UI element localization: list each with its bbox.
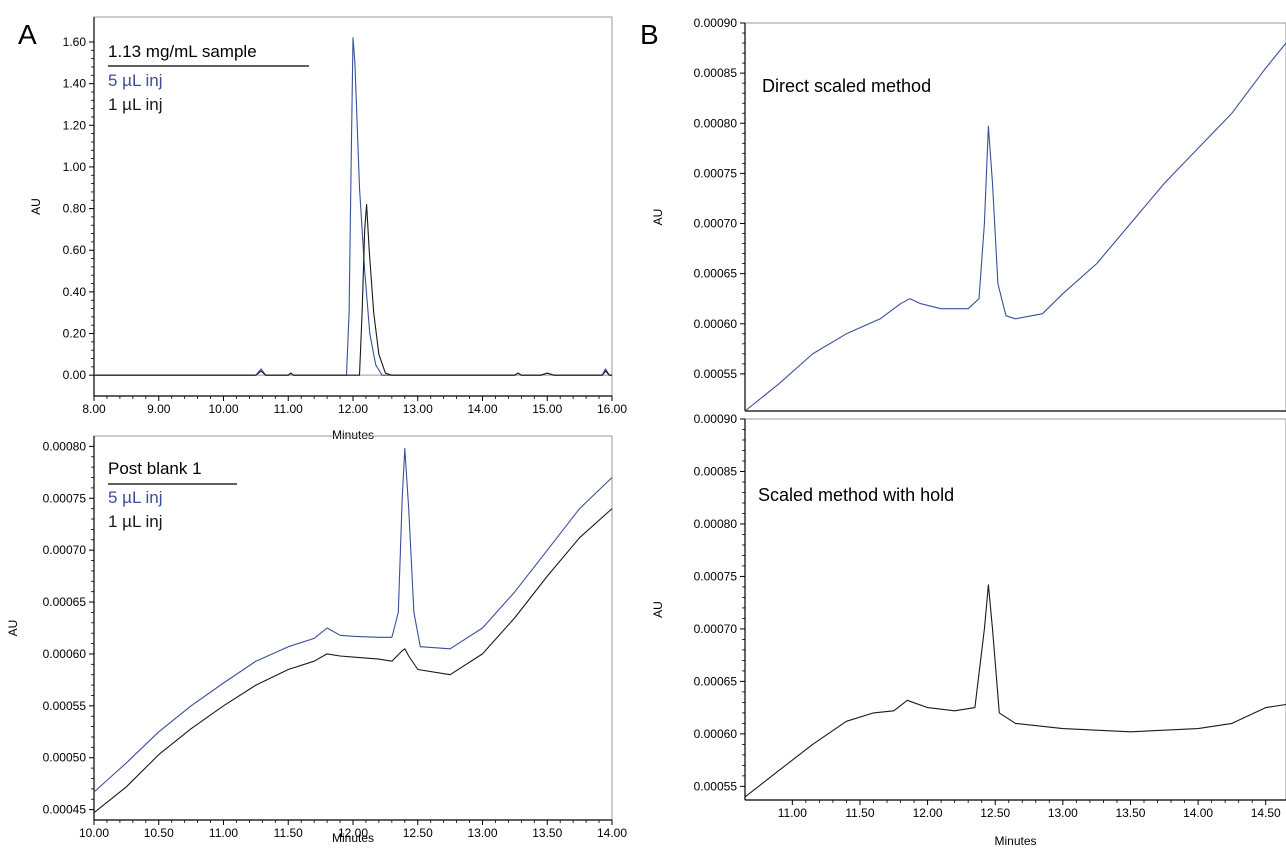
x-tick-label-b-bottom: 14.50	[1251, 806, 1281, 820]
y-tick-label-a-bottom: 0.00075	[43, 491, 87, 505]
y-tick-label-a-bottom: 0.00065	[43, 595, 87, 609]
y-tick-label-b-bottom: 0.00055	[694, 779, 738, 793]
y-tick-label-a-top: 0.60	[63, 243, 87, 257]
x-axis-title-a-bottom: Minutes	[332, 831, 374, 845]
series-line-b-bottom-0	[744, 584, 1286, 798]
chart-a-top: 0.00 0.20 0.40 0.60 0.80 1.00 1.20 1.40 1.60 8.00…	[29, 16, 627, 442]
y-tick-label-a-top: 1.00	[63, 160, 87, 174]
chart-b-top: 0.00055 0.00060 0.00065 0.00070 0.00075 0.000…	[651, 16, 1286, 412]
x-tick-label-a-bottom: 12.00	[338, 826, 368, 840]
y-tick-label-b-top: 0.00080	[694, 116, 738, 130]
legend-entry-1uL-a-top: 1 µL inj	[108, 95, 163, 114]
x-axis-title-a-top: Minutes	[332, 428, 374, 442]
y-tick-label-b-top: 0.00055	[694, 367, 738, 381]
legend-title-a-top: 1.13 mg/mL sample	[108, 42, 257, 61]
legend-entry-1uL-a-bottom: 1 µL inj	[108, 512, 163, 531]
legend-a-top: 1.13 mg/mL sample 5 µL inj 1 µL inj	[108, 42, 309, 114]
series-line-a-bottom-0	[93, 447, 613, 793]
y-tick-label-a-bottom: 0.00070	[43, 543, 87, 557]
charts-layer: 0.00 0.20 0.40 0.60 0.80 1.00 1.20 1.40 1.60 8.00…	[6, 16, 1286, 848]
y-tick-label-b-top: 0.00090	[694, 16, 738, 30]
y-axis-title-a-bottom: AU	[6, 620, 20, 637]
y-axis-title-b-top: AU	[651, 209, 665, 226]
y-tick-label-a-top: 0.00	[63, 368, 87, 382]
y-tick-label-b-bottom: 0.00075	[694, 569, 738, 583]
x-tick-label-a-bottom: 10.00	[79, 826, 109, 840]
x-tick-label-b-bottom: 12.50	[980, 806, 1010, 820]
series-line-a-top-1	[94, 203, 612, 376]
x-tick-label-b-bottom: 11.00	[778, 806, 807, 820]
y-tick-label-a-top: 1.20	[63, 118, 87, 132]
y-tick-label-a-bottom: 0.00055	[43, 699, 87, 713]
y-tick-label-b-bottom: 0.00070	[694, 622, 738, 636]
x-tick-label-a-bottom: 13.00	[467, 826, 497, 840]
series-line-a-top-0	[94, 37, 612, 376]
legend-title-a-bottom: Post blank 1	[108, 459, 202, 478]
panel-label-b: B	[640, 19, 659, 50]
plot-frame-b-bottom	[744, 418, 1286, 801]
x-tick-label-b-bottom: 14.00	[1183, 806, 1213, 820]
x-tick-label-a-bottom: 14.00	[597, 826, 627, 840]
series-line-a-bottom-1	[93, 508, 613, 814]
x-tick-label-a-bottom: 11.50	[274, 826, 303, 840]
x-tick-label-a-bottom: 11.00	[209, 826, 238, 840]
x-tick-label-a-top: 14.00	[467, 402, 497, 416]
y-tick-label-a-top: 1.60	[63, 35, 87, 49]
caption-b-top: Direct scaled method	[762, 76, 931, 96]
y-tick-label-a-top: 1.40	[63, 77, 87, 91]
y-tick-label-b-bottom: 0.00090	[694, 412, 738, 426]
y-tick-label-b-bottom: 0.00080	[694, 517, 738, 531]
series-line-b-top-0	[744, 42, 1286, 412]
y-tick-label-b-bottom: 0.00065	[694, 674, 738, 688]
x-tick-label-a-top: 8.00	[82, 402, 106, 416]
x-tick-label-b-bottom: 11.50	[845, 806, 874, 820]
y-axis-title-a-top: AU	[29, 198, 43, 215]
legend-entry-5uL-a-bottom: 5 µL inj	[108, 488, 163, 507]
x-tick-label-b-bottom: 12.00	[913, 806, 943, 820]
legend-a-bottom: Post blank 1 5 µL inj 1 µL inj	[108, 459, 237, 531]
x-tick-label-a-bottom: 13.50	[532, 826, 562, 840]
y-tick-label-b-top: 0.00070	[694, 217, 738, 231]
y-tick-label-a-bottom: 0.00060	[43, 647, 87, 661]
y-tick-label-a-top: 0.80	[63, 202, 87, 216]
x-tick-label-a-top: 9.00	[147, 402, 171, 416]
y-tick-label-a-top: 0.40	[63, 285, 87, 299]
x-tick-label-a-top: 10.00	[208, 402, 238, 416]
x-tick-label-a-top: 12.00	[338, 402, 368, 416]
y-tick-label-b-top: 0.00065	[694, 267, 738, 281]
panel-label-a: A	[18, 19, 37, 50]
y-tick-label-a-bottom: 0.00080	[43, 439, 87, 453]
plot-frame-a-bottom	[93, 435, 613, 821]
y-tick-label-b-top: 0.00060	[694, 317, 738, 331]
x-tick-label-b-bottom: 13.50	[1115, 806, 1145, 820]
x-tick-label-a-bottom: 10.50	[144, 826, 174, 840]
y-tick-label-b-top: 0.00085	[694, 66, 738, 80]
x-tick-label-a-top: 16.00	[597, 402, 627, 416]
y-tick-label-b-bottom: 0.00085	[694, 464, 738, 478]
y-tick-label-a-bottom: 0.00050	[43, 751, 87, 765]
y-tick-label-b-bottom: 0.00060	[694, 727, 738, 741]
caption-b-bottom: Scaled method with hold	[758, 485, 954, 505]
x-axis-title-b-bottom: Minutes	[994, 834, 1036, 848]
x-tick-label-a-top: 11.00	[274, 402, 303, 416]
x-tick-label-a-top: 13.00	[403, 402, 433, 416]
x-tick-label-b-bottom: 13.00	[1048, 806, 1078, 820]
y-tick-label-a-bottom: 0.00045	[43, 803, 87, 817]
chart-b-bottom: 0.00055 0.00060 0.00065 0.00070 0.00075 0.000…	[651, 412, 1286, 848]
y-axis-title-b-bottom: AU	[651, 601, 665, 618]
chart-a-bottom: 0.00045 0.00050 0.00055 0.00060 0.00065 0.000…	[6, 435, 627, 845]
legend-entry-5uL-a-top: 5 µL inj	[108, 71, 163, 90]
x-tick-label-a-top: 15.00	[532, 402, 562, 416]
y-tick-label-a-top: 0.20	[63, 327, 87, 341]
x-tick-label-a-bottom: 12.50	[403, 826, 433, 840]
y-tick-label-b-top: 0.00075	[694, 166, 738, 180]
